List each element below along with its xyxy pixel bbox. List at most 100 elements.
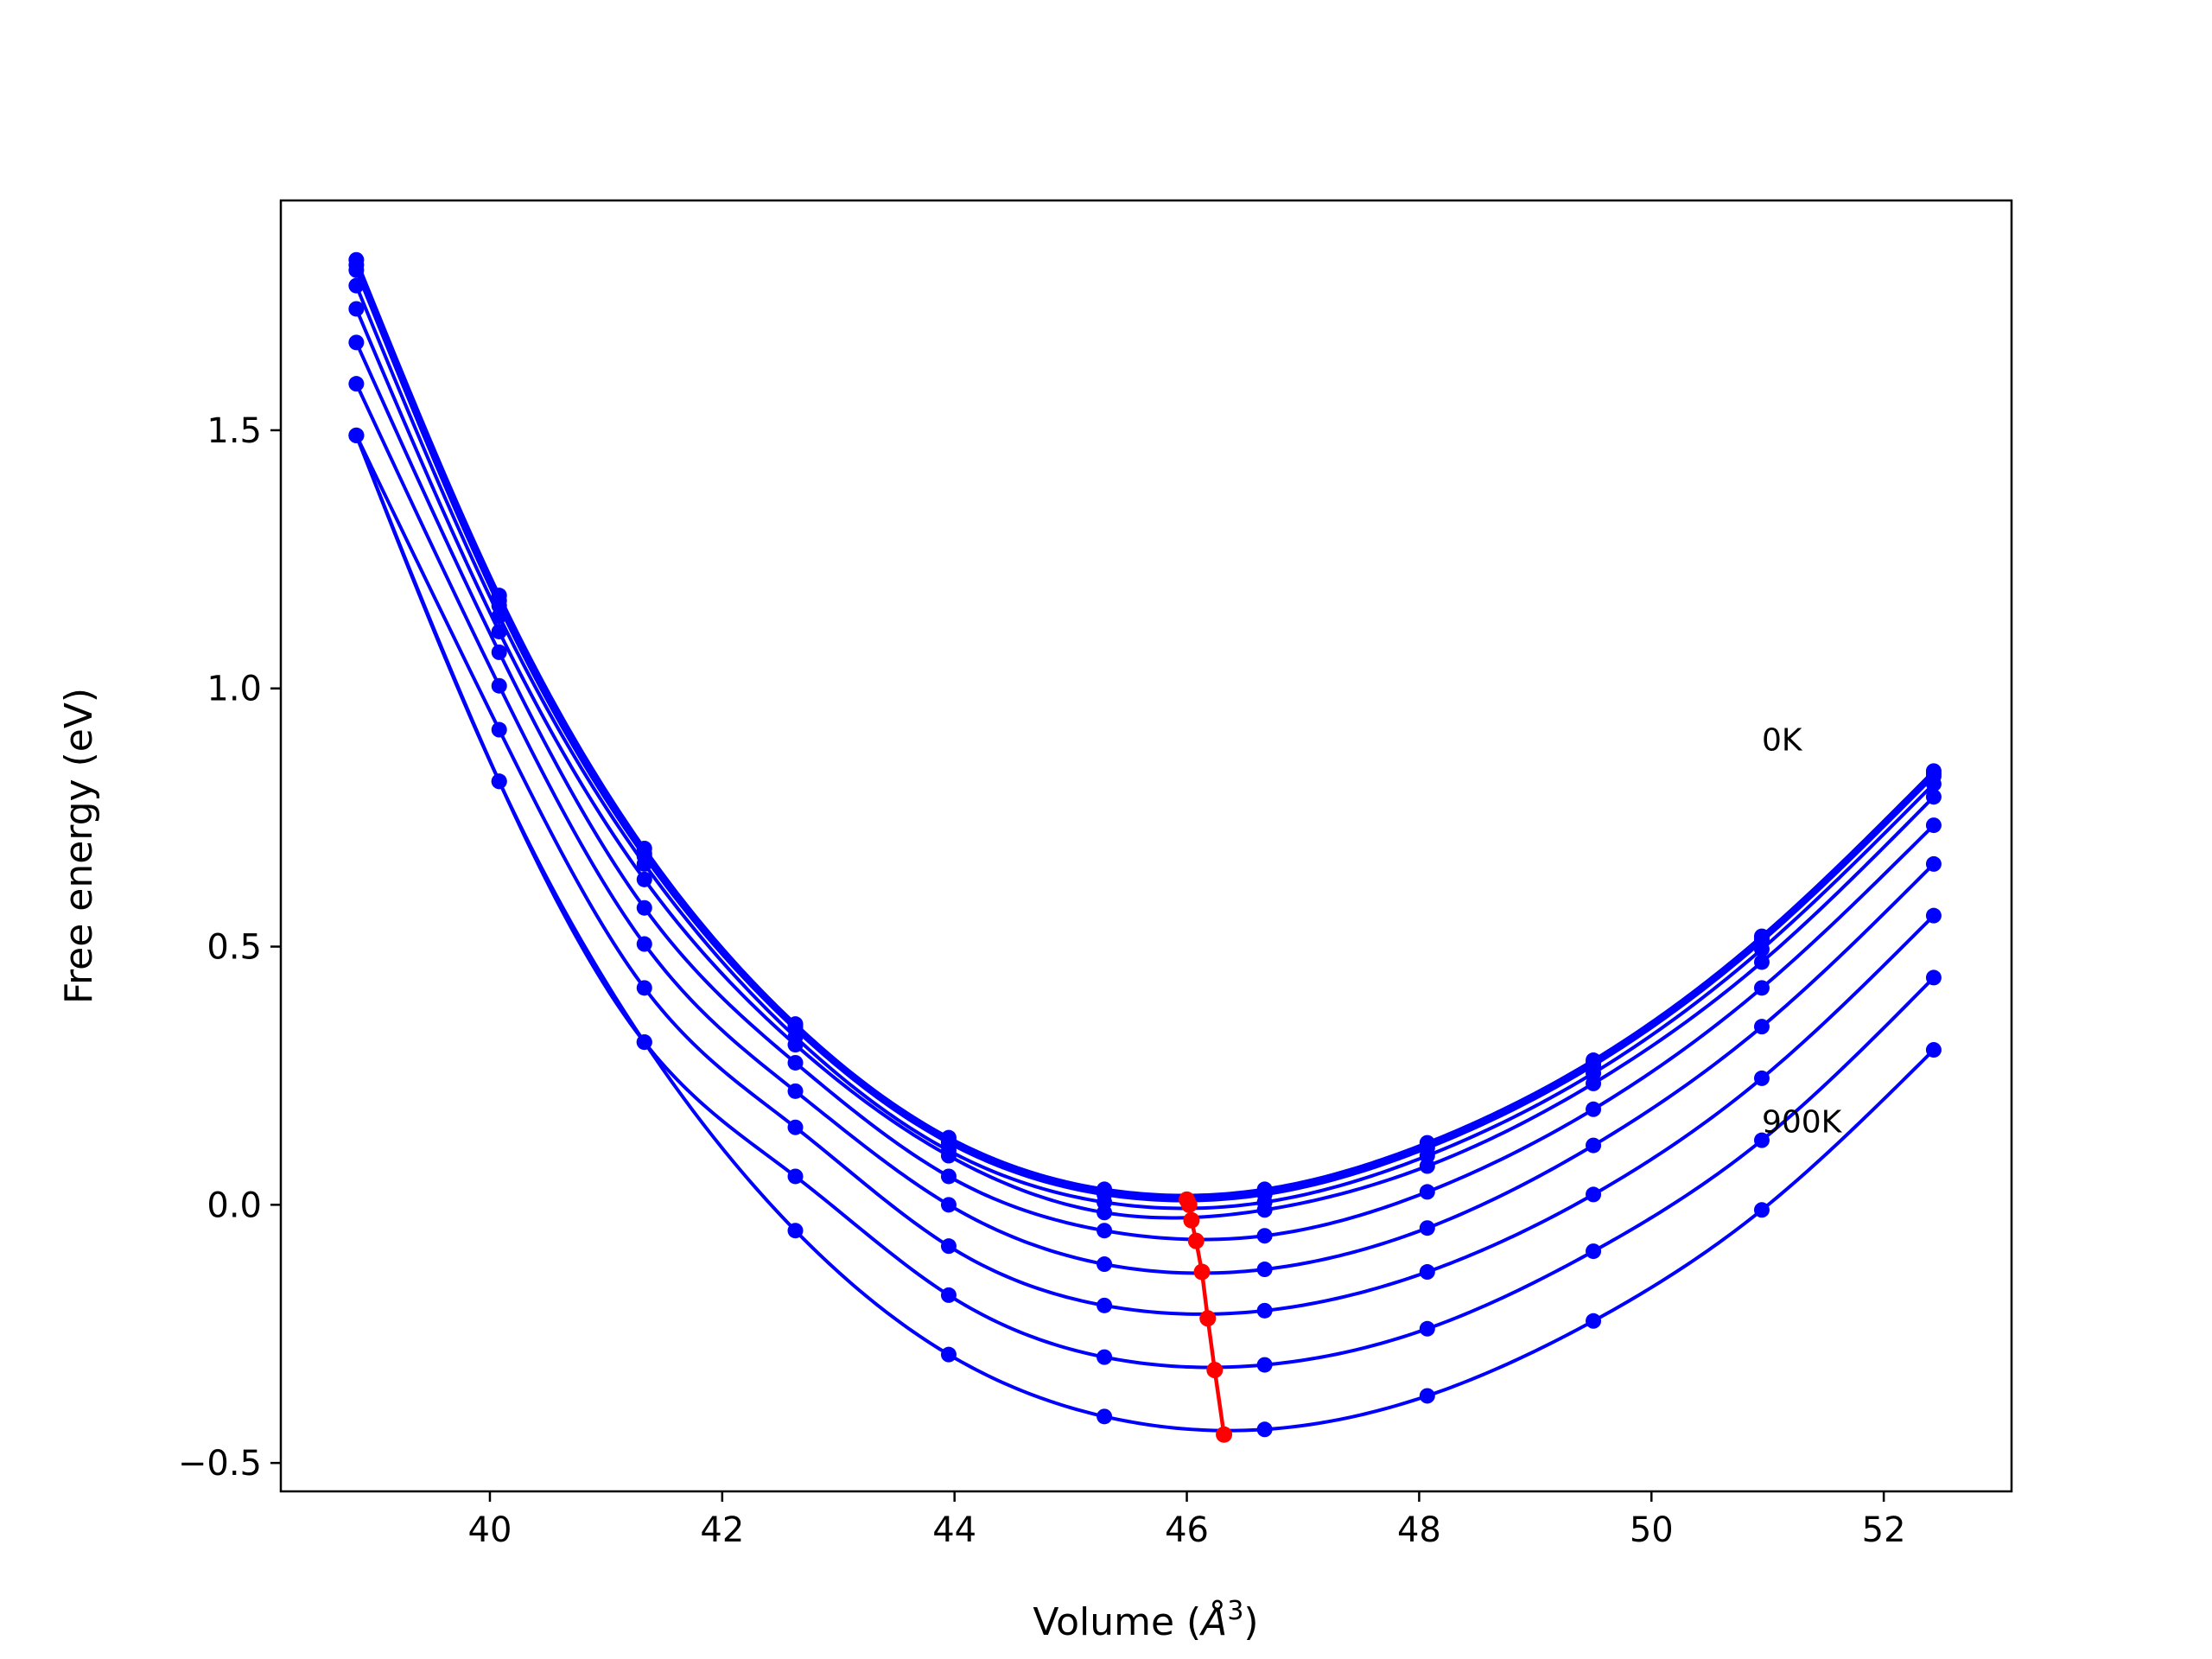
energy-point: [940, 1197, 957, 1213]
x-axis-label-suffix: ): [1243, 1600, 1258, 1644]
energy-point: [1419, 1388, 1435, 1404]
energy-point: [1586, 1101, 1602, 1117]
energy-point: [636, 936, 652, 952]
energy-point: [1925, 789, 1942, 805]
energy-point: [636, 980, 652, 996]
energy-point: [348, 427, 365, 443]
x-tick-label: 42: [700, 1510, 744, 1550]
energy-point: [636, 871, 652, 887]
energy-point: [491, 623, 507, 639]
energy-point: [1753, 941, 1770, 957]
y-tick-label: 0.0: [207, 1185, 262, 1225]
energy-point: [1586, 1137, 1602, 1154]
energy-point: [1256, 1357, 1273, 1373]
energy-point: [636, 855, 652, 872]
minimum-point: [1206, 1362, 1224, 1379]
x-axis-label-exponent: 3: [1227, 1596, 1243, 1626]
y-tick-label: 1.0: [207, 670, 262, 709]
energy-point: [1256, 1421, 1273, 1438]
energy-point: [940, 1168, 957, 1185]
energy-point: [1419, 1320, 1435, 1337]
energy-point: [491, 721, 507, 738]
minimum-point: [1187, 1232, 1205, 1249]
energy-point: [1586, 1313, 1602, 1329]
energy-point: [787, 1054, 804, 1071]
energy-point: [1256, 1302, 1273, 1319]
energy-curve-8: [354, 435, 1936, 1370]
annotation-0k: 0K: [1762, 722, 1803, 758]
x-axis-label-unit: Å: [1198, 1599, 1227, 1644]
y-axis-ticks: −0.5 0.0 0.5 1.0 1.5: [178, 411, 281, 1484]
energy-point: [940, 1147, 957, 1164]
y-tick-label: −0.5: [178, 1444, 262, 1484]
x-tick-label: 48: [1397, 1510, 1441, 1550]
plot-area-frame: [279, 199, 2013, 1493]
energy-curve-4: [354, 308, 1936, 1220]
energy-point: [1256, 1202, 1273, 1218]
energy-point: [787, 1037, 804, 1053]
energy-point: [1419, 1158, 1435, 1174]
energy-point: [348, 277, 365, 294]
energy-point: [636, 1034, 652, 1051]
energy-point: [1096, 1297, 1113, 1313]
energy-point: [491, 644, 507, 660]
energy-point: [491, 773, 507, 790]
energy-point: [787, 1119, 804, 1135]
energy-point: [1753, 1202, 1770, 1218]
energy-point: [1925, 907, 1942, 924]
x-axis-label: Volume (Å3): [1033, 1596, 1258, 1644]
energy-point: [1925, 817, 1942, 834]
energy-curve-9: [354, 435, 1936, 1433]
energy-curve-6: [354, 383, 1936, 1275]
energy-point: [787, 1223, 804, 1239]
energy-curve-0: [354, 258, 1936, 1198]
energy-point: [1096, 1256, 1113, 1273]
energy-point: [1925, 776, 1942, 792]
minimum-energy-path: [1179, 1191, 1233, 1443]
free-energy-curves: [348, 251, 1942, 1438]
energy-point: [1753, 980, 1770, 996]
x-tick-label: 52: [1862, 1510, 1906, 1550]
energy-point: [1753, 1132, 1770, 1148]
minimum-point: [1180, 1196, 1198, 1213]
x-tick-label: 50: [1630, 1510, 1674, 1550]
x-axis-ticks: 40 42 44 46 48 50 52: [468, 1491, 1906, 1550]
energy-point: [940, 1287, 957, 1303]
y-tick-label: 0.5: [207, 928, 262, 968]
energy-point: [1096, 1223, 1113, 1239]
energy-point: [1419, 1220, 1435, 1236]
energy-curve-3: [354, 284, 1936, 1211]
energy-point: [1419, 1264, 1435, 1281]
energy-point: [940, 1346, 957, 1363]
energy-point: [491, 677, 507, 694]
x-tick-label: 44: [932, 1510, 976, 1550]
energy-point: [1096, 1205, 1113, 1221]
energy-point: [1925, 1042, 1942, 1058]
energy-point: [348, 376, 365, 392]
energy-point: [787, 1083, 804, 1099]
energy-curve-5: [354, 341, 1936, 1242]
energy-point: [1586, 1243, 1602, 1260]
energy-point: [348, 334, 365, 351]
energy-point: [787, 1168, 804, 1185]
x-tick-label: 40: [468, 1510, 512, 1550]
energy-point: [1419, 1184, 1435, 1200]
energy-point: [940, 1238, 957, 1255]
energy-point: [1925, 855, 1942, 872]
x-axis-label-prefix: Volume (: [1033, 1600, 1201, 1644]
energy-curve-7: [354, 435, 1936, 1316]
energy-curve-2: [354, 269, 1936, 1203]
energy-point: [636, 899, 652, 916]
y-axis-label: Free energy (eV): [57, 688, 101, 1004]
energy-point: [1096, 1349, 1113, 1365]
energy-point: [1753, 954, 1770, 970]
energy-point: [348, 262, 365, 278]
minimum-point: [1183, 1211, 1200, 1229]
y-tick-label: 1.5: [207, 411, 262, 451]
energy-point: [1753, 1070, 1770, 1086]
minimum-point: [1193, 1263, 1211, 1281]
minimum-point: [1199, 1310, 1217, 1327]
energy-point: [1586, 1075, 1602, 1091]
energy-point: [348, 301, 365, 317]
